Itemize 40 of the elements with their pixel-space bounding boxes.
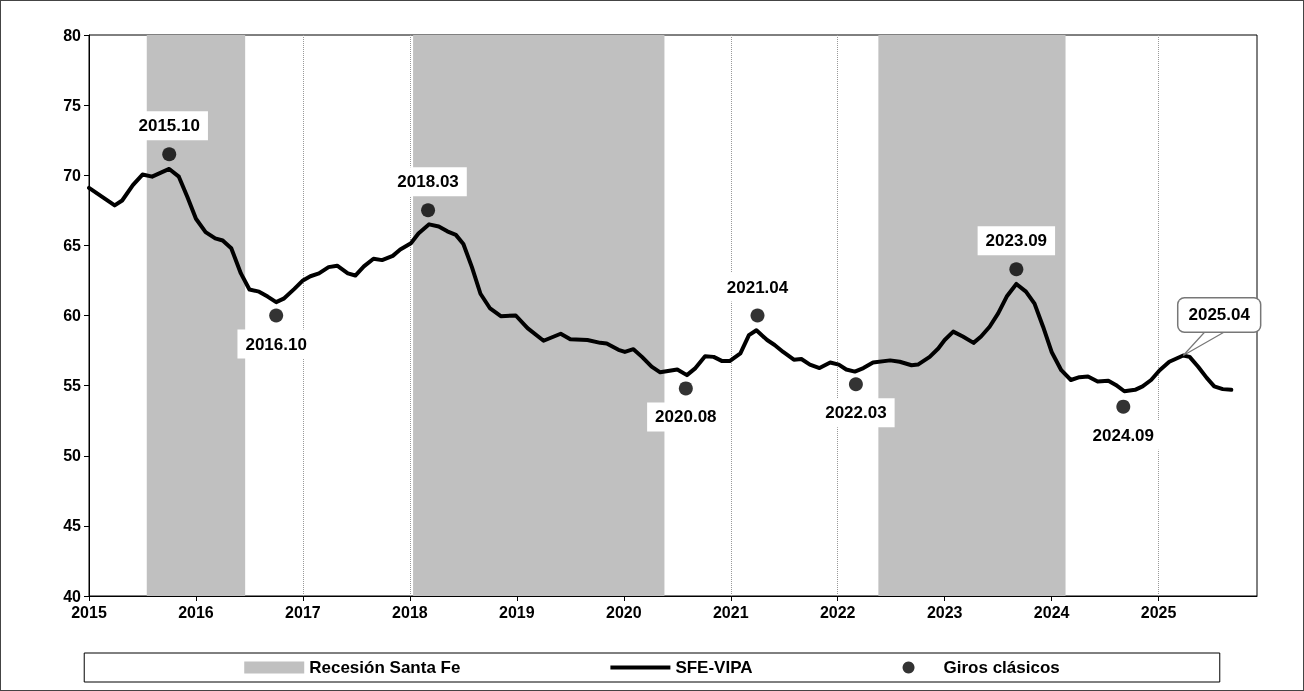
annotation: 2024.09 <box>1092 425 1155 445</box>
point <box>750 308 765 323</box>
legend-label: Giros clásicos <box>943 658 1060 677</box>
annotation: 2016.10 <box>245 334 307 354</box>
annotation: 2015.10 <box>138 116 200 136</box>
x-tick-label: 2015 <box>71 603 107 621</box>
y-tick-label: 55 <box>63 377 82 395</box>
y-tick-label: 75 <box>63 96 82 114</box>
x-tick-label: 2020 <box>606 603 642 621</box>
x-tick-label: 2023 <box>926 603 963 621</box>
annotation: 2018.03 <box>397 172 459 192</box>
y-tick-label: 65 <box>63 236 82 254</box>
annotation: 2020.08 <box>655 407 717 427</box>
point <box>269 308 284 323</box>
point <box>848 377 863 392</box>
x-tick-label: 2024 <box>1033 603 1070 621</box>
x-tick-label: 2017 <box>285 603 321 621</box>
point <box>162 147 177 162</box>
y-tick-label: 60 <box>63 307 82 324</box>
y-tick-label: 50 <box>63 447 82 465</box>
y-tick-label: 45 <box>63 517 82 535</box>
annotation: 2025.04 <box>1188 305 1251 325</box>
legend-label: Recesión Santa Fe <box>309 658 461 677</box>
x-tick-label: 2025 <box>1140 603 1177 621</box>
point <box>678 381 693 396</box>
point <box>1009 262 1024 277</box>
y-tick-label: 70 <box>63 166 82 184</box>
y-tick-label: 40 <box>63 587 82 605</box>
point <box>421 203 436 218</box>
x-tick-label: 2016 <box>178 603 214 621</box>
annotation: 2021.04 <box>726 277 789 297</box>
y-tick-label: 80 <box>63 26 82 44</box>
annotation: 2022.03 <box>825 403 887 423</box>
legend-label: SFE-VIPA <box>675 658 753 677</box>
annotation: 2023.09 <box>985 231 1048 251</box>
point <box>1116 399 1131 414</box>
x-tick-label: 2022 <box>819 603 856 621</box>
x-tick-label: 2018 <box>392 603 428 621</box>
x-tick-label: 2019 <box>499 603 535 621</box>
x-tick-label: 2021 <box>712 603 749 621</box>
